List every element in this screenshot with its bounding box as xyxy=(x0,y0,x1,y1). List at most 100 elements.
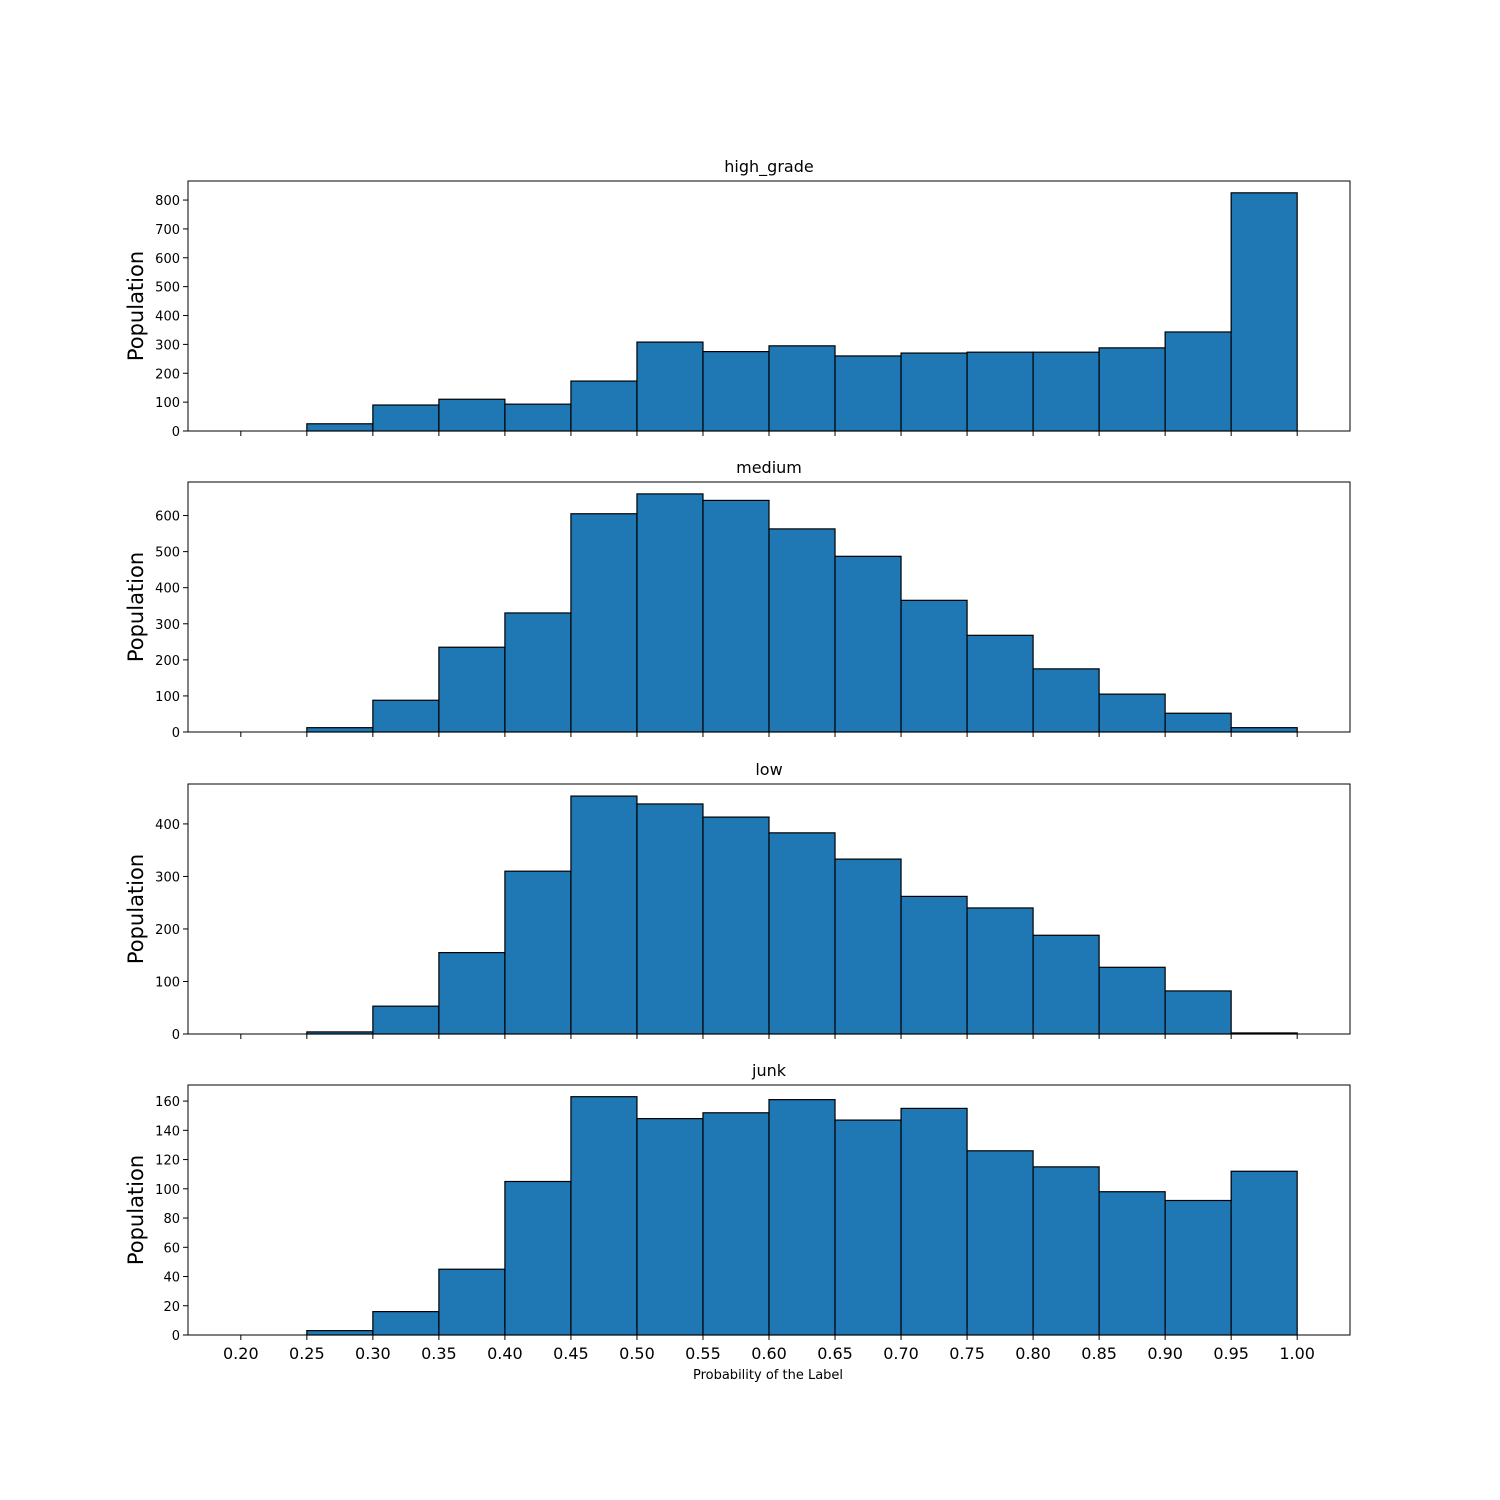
histogram-bar xyxy=(504,870,572,1035)
y-tick-label: 160 xyxy=(155,1095,180,1110)
histogram-bar xyxy=(1098,693,1166,733)
histogram-bar xyxy=(1230,192,1298,432)
histogram-bar xyxy=(438,951,506,1035)
histogram-bar xyxy=(1032,934,1100,1035)
histogram-bar xyxy=(1164,712,1232,733)
y-tick-label: 300 xyxy=(155,870,180,885)
x-tick-label: 0.60 xyxy=(751,1344,787,1363)
histogram-bar xyxy=(966,351,1034,432)
y-axis-label: Population xyxy=(124,251,148,361)
x-axis-label: Probability of the Label xyxy=(693,1368,843,1383)
histogram-bar xyxy=(900,352,968,432)
histogram-bar xyxy=(1032,1166,1100,1336)
histogram-bar xyxy=(636,803,704,1035)
histogram-bar xyxy=(570,795,638,1035)
x-tick-label: 0.25 xyxy=(289,1344,325,1363)
histogram-bar xyxy=(372,1005,440,1035)
histogram-bar xyxy=(834,858,902,1035)
x-tick-label: 0.65 xyxy=(817,1344,853,1363)
y-tick-label: 100 xyxy=(155,975,180,990)
histogram-bar xyxy=(834,555,902,733)
y-tick-label: 100 xyxy=(155,396,180,411)
y-tick-label: 600 xyxy=(155,510,180,525)
y-tick-label: 600 xyxy=(155,252,180,267)
y-tick-label: 40 xyxy=(163,1271,180,1286)
histogram-bar xyxy=(1230,1170,1298,1336)
y-tick-label: 400 xyxy=(155,582,180,597)
x-tick-label: 0.85 xyxy=(1081,1344,1117,1363)
histogram-bar xyxy=(900,1107,968,1336)
histogram-bar xyxy=(966,907,1034,1035)
histogram-bar xyxy=(1032,668,1100,733)
histogram-bar xyxy=(702,499,770,733)
y-tick-label: 100 xyxy=(155,690,180,705)
y-tick-label: 700 xyxy=(155,223,180,238)
panel-medium: 0 100 200 300 400 500 600 medium Population xyxy=(124,458,1351,741)
histogram-bar xyxy=(636,493,704,733)
y-tick-label: 500 xyxy=(155,281,180,296)
x-tick-label: 0.50 xyxy=(619,1344,655,1363)
x-tick-label: 0.45 xyxy=(553,1344,589,1363)
histogram-panels: 0100200300400500600700800high_gradePopul… xyxy=(124,157,1351,1344)
y-tick-label: 200 xyxy=(155,367,180,382)
y-tick-label: 200 xyxy=(155,923,180,938)
y-tick-label: 100 xyxy=(155,1183,180,1198)
histogram-bar xyxy=(306,1330,374,1336)
y-tick-label: 300 xyxy=(155,338,180,353)
panel-junk: 0 20 40 60 80 100 120 140 160 junk Population xyxy=(124,1061,1351,1344)
histogram-bar xyxy=(636,341,704,432)
x-tick-label: 1.00 xyxy=(1279,1344,1315,1363)
histogram-bar xyxy=(702,816,770,1035)
histogram-bar xyxy=(966,634,1034,733)
y-tick-label: 140 xyxy=(155,1124,180,1139)
histogram-bar xyxy=(768,528,836,733)
histogram-bar xyxy=(504,1180,572,1336)
y-axis-label: Population xyxy=(124,854,148,964)
histogram-bar xyxy=(504,612,572,733)
y-tick-label: 800 xyxy=(155,194,180,209)
histogram-bar xyxy=(372,404,440,432)
y-axis-label: Population xyxy=(124,1155,148,1265)
panel-low: 0 100 200 300 400 low Population xyxy=(124,760,1351,1043)
histogram-bar xyxy=(834,355,902,432)
histogram-bar xyxy=(834,1119,902,1336)
histogram-bar xyxy=(438,646,506,733)
x-axis-ticks: 0.20 0.25 0.30 0.35 0.40 0.45 0.50 0.55 0.60 0.65… xyxy=(223,1344,1315,1363)
y-tick-label: 400 xyxy=(155,818,180,833)
y-tick-label: 200 xyxy=(155,654,180,669)
panel-high-grade: 0 100 200 300 400 500 600 700 800 high_grade Popul… xyxy=(124,157,1351,440)
y-tick-label: 500 xyxy=(155,546,180,561)
histogram-bar xyxy=(1098,966,1166,1035)
histogram-bar xyxy=(1032,351,1100,432)
y-tick-label: 120 xyxy=(155,1154,180,1169)
y-tick-label: 0 xyxy=(172,726,180,741)
y-tick-label: 0 xyxy=(172,1028,180,1043)
histogram-bar xyxy=(372,699,440,733)
y-tick-label: 400 xyxy=(155,310,180,325)
histogram-bar xyxy=(1164,331,1232,432)
x-tick-label: 0.90 xyxy=(1147,1344,1183,1363)
histogram-bar xyxy=(306,727,374,733)
histogram-bar xyxy=(702,351,770,432)
histogram-bar xyxy=(570,380,638,432)
y-axis-label: Population xyxy=(124,552,148,662)
x-tick-label: 0.75 xyxy=(949,1344,985,1363)
histogram-bar xyxy=(1230,727,1298,733)
x-tick-label: 0.35 xyxy=(421,1344,457,1363)
y-tick-label: 300 xyxy=(155,618,180,633)
x-tick-label: 0.70 xyxy=(883,1344,919,1363)
y-tick-label: 0 xyxy=(172,1329,180,1344)
x-tick-label: 0.95 xyxy=(1213,1344,1249,1363)
y-tick-label: 20 xyxy=(163,1300,180,1315)
histogram-bar xyxy=(900,895,968,1035)
histogram-bar xyxy=(1098,347,1166,432)
histogram-bar xyxy=(1164,990,1232,1035)
histogram-bar xyxy=(570,513,638,733)
x-tick-label: 0.40 xyxy=(487,1344,523,1363)
panel-title: medium xyxy=(736,458,802,477)
x-tick-label: 0.30 xyxy=(355,1344,391,1363)
x-tick-label: 0.55 xyxy=(685,1344,721,1363)
histogram-bar xyxy=(768,832,836,1035)
y-tick-label: 60 xyxy=(163,1241,180,1256)
histogram-bar xyxy=(966,1150,1034,1336)
